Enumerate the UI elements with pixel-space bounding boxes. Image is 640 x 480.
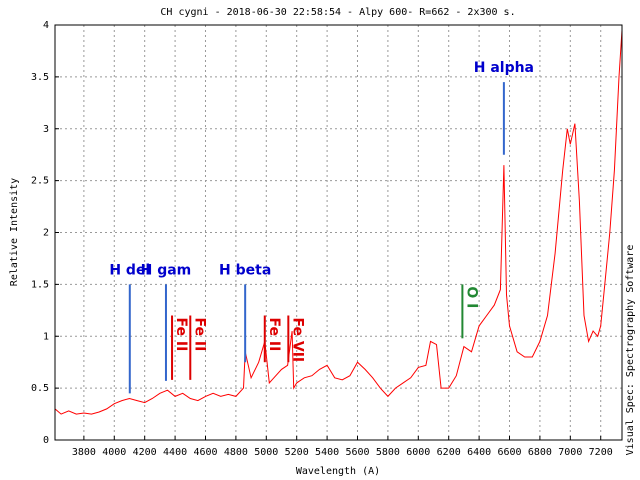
x-tick-label: 6200	[437, 447, 461, 458]
x-tick-label: 6400	[467, 447, 491, 458]
annotation-label: H gam	[141, 262, 192, 278]
x-tick-label: 6000	[406, 447, 430, 458]
x-tick-label: 4600	[193, 447, 217, 458]
y-tick-label: 3	[43, 124, 49, 135]
x-tick-label: 6800	[528, 447, 552, 458]
x-tick-label: 6600	[497, 447, 521, 458]
x-tick-label: 5200	[285, 447, 309, 458]
x-tick-label: 5600	[345, 447, 369, 458]
x-tick-label: 4200	[133, 447, 157, 458]
y-tick-label: 0	[43, 435, 49, 446]
x-tick-label: 4000	[102, 447, 126, 458]
y-tick-label: 3.5	[31, 72, 49, 83]
x-tick-label: 3800	[72, 447, 96, 458]
y-tick-label: 4	[43, 20, 49, 31]
x-tick-label: 5800	[376, 447, 400, 458]
spectrum-line	[54, 30, 623, 415]
annotation-label: H alpha	[474, 60, 534, 76]
plot-frame	[54, 24, 623, 441]
y-tick-label: 1	[43, 331, 49, 342]
annotation-label: Fe VII	[289, 318, 305, 363]
annotation-label: H beta	[219, 262, 271, 278]
y-tick-label: 0.5	[31, 383, 49, 394]
chart-title: CH cygni - 2018-06-30 22:58:54 - Alpy 60…	[160, 7, 515, 18]
annotation-label: O I	[463, 286, 479, 308]
software-note: Visual Spec: Spectrography Software	[625, 245, 636, 456]
x-tick-label: 5400	[315, 447, 339, 458]
annotation-label: H del	[109, 262, 150, 278]
x-tick-label: 4400	[163, 447, 187, 458]
y-tick-label: 1.5	[31, 279, 49, 290]
x-axis-label: Wavelength (A)	[296, 466, 380, 477]
annotation-label: Fe II	[266, 318, 282, 352]
x-tick-label: 5000	[254, 447, 278, 458]
x-tick-label: 4800	[224, 447, 248, 458]
x-tick-label: 7200	[589, 447, 613, 458]
y-tick-label: 2	[43, 228, 49, 239]
annotation-label: Fe II	[191, 318, 207, 352]
y-tick-label: 2.5	[31, 176, 49, 187]
annotation-label: Fe II	[173, 318, 189, 352]
y-axis-label: Relative Intensity	[9, 178, 20, 286]
x-tick-label: 7000	[558, 447, 582, 458]
